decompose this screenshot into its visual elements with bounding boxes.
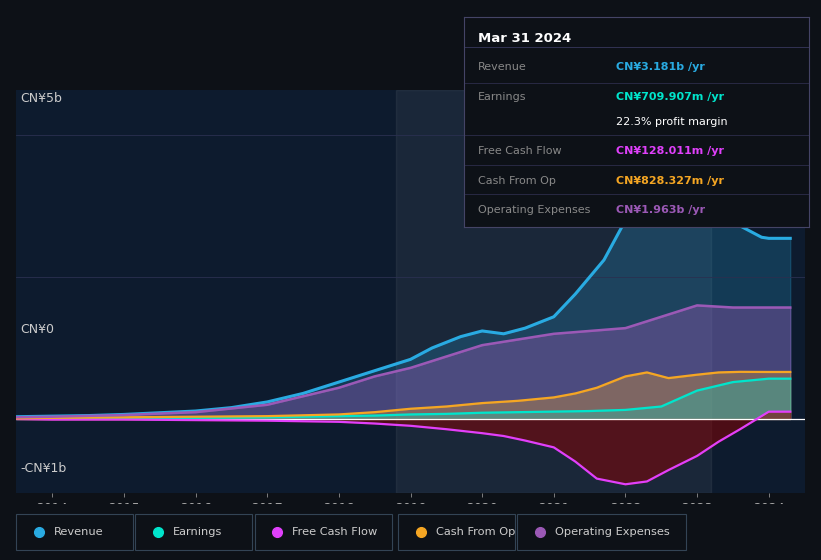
Bar bbox=[397, 90, 712, 493]
Text: Revenue: Revenue bbox=[54, 527, 103, 537]
Text: CN¥709.907m /yr: CN¥709.907m /yr bbox=[616, 92, 723, 101]
Text: Cash From Op: Cash From Op bbox=[436, 527, 516, 537]
Text: Earnings: Earnings bbox=[478, 92, 526, 101]
Text: Mar 31 2024: Mar 31 2024 bbox=[478, 31, 571, 44]
Text: Cash From Op: Cash From Op bbox=[478, 176, 556, 185]
Text: CN¥3.181b /yr: CN¥3.181b /yr bbox=[616, 62, 704, 72]
Text: Earnings: Earnings bbox=[173, 527, 222, 537]
Text: Revenue: Revenue bbox=[478, 62, 526, 72]
Text: CN¥1.963b /yr: CN¥1.963b /yr bbox=[616, 205, 704, 215]
Text: Operating Expenses: Operating Expenses bbox=[555, 527, 670, 537]
Text: Free Cash Flow: Free Cash Flow bbox=[292, 527, 378, 537]
Text: CN¥5b: CN¥5b bbox=[21, 92, 62, 105]
Text: CN¥128.011m /yr: CN¥128.011m /yr bbox=[616, 146, 723, 156]
Text: Operating Expenses: Operating Expenses bbox=[478, 205, 590, 215]
Text: CN¥828.327m /yr: CN¥828.327m /yr bbox=[616, 176, 723, 185]
Text: -CN¥1b: -CN¥1b bbox=[21, 461, 67, 475]
Text: CN¥0: CN¥0 bbox=[21, 323, 54, 336]
Text: Free Cash Flow: Free Cash Flow bbox=[478, 146, 562, 156]
Text: 22.3% profit margin: 22.3% profit margin bbox=[616, 117, 727, 127]
